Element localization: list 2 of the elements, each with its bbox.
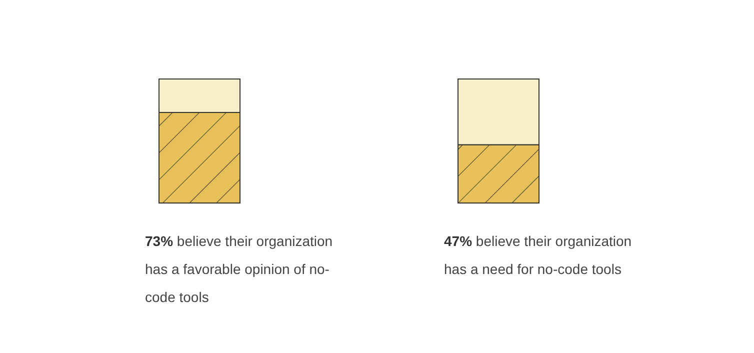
- data-label: 47%: [444, 233, 476, 249]
- data-label: 73%: [145, 233, 177, 249]
